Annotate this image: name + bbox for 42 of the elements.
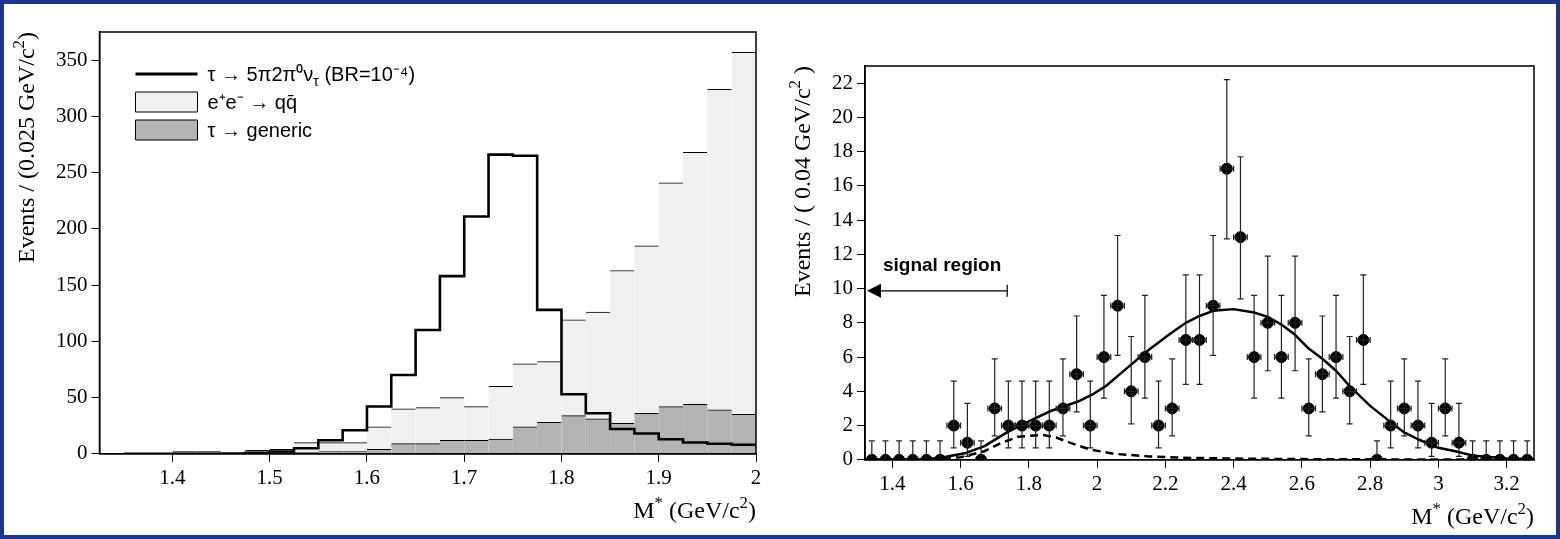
x-tick-label: 1.4	[879, 470, 906, 495]
y-tick-label: 250	[56, 159, 88, 184]
y-tick-label: 18	[832, 138, 853, 163]
y-tick-label: 150	[56, 271, 88, 296]
x-tick-label: 1.6	[353, 464, 381, 489]
x-tick-label: 3	[1433, 470, 1444, 495]
y-tick-label: 12	[832, 240, 853, 265]
x-tick-label: 2.8	[1357, 470, 1384, 495]
y-tick-label: 20	[832, 103, 853, 128]
x-tick-label: 1.8	[1015, 470, 1042, 495]
y-tick-label: 4	[842, 377, 854, 402]
annotation: signal region	[883, 253, 1002, 275]
y-tick-label: 16	[832, 172, 853, 197]
x-tick-label: 1.7	[451, 464, 478, 489]
x-tick-label: 2.2	[1152, 470, 1179, 495]
x-tick-label: 2.6	[1288, 470, 1316, 495]
y-tick-label: 10	[832, 275, 853, 300]
y-axis-title: Events / ( 0.04 GeV/c2 )	[784, 65, 815, 297]
legend-label: τ → generic	[207, 119, 313, 141]
y-tick-label: 8	[842, 309, 853, 334]
x-tick-label: 1.8	[548, 464, 575, 489]
y-tick-label: 300	[56, 102, 88, 127]
y-tick-label: 6	[842, 343, 853, 368]
y-tick-label: 2	[842, 412, 853, 437]
x-tick-label: 3.2	[1493, 470, 1520, 495]
y-tick-label: 200	[56, 215, 88, 240]
x-tick-label: 1.5	[256, 464, 283, 489]
x-tick-label: 2	[1091, 470, 1103, 495]
y-tick-label: 100	[56, 327, 88, 352]
legend-label: e⁺e⁻ → qq̄	[207, 91, 298, 113]
y-axis-title: Events / (0.025 GeV/c2)	[8, 31, 39, 263]
x-tick-label: 1.6	[947, 470, 974, 495]
y-tick-label: 0	[77, 440, 88, 465]
x-tick-label: 2.4	[1220, 470, 1248, 495]
y-tick-label: 14	[832, 206, 854, 231]
y-tick-label: 50	[66, 384, 88, 409]
y-tick-label: 350	[56, 46, 88, 71]
x-tick-label: 1.4	[159, 464, 187, 489]
x-tick-label: 2	[750, 464, 762, 489]
y-tick-label: 0	[842, 446, 853, 471]
y-tick-label: 22	[832, 69, 853, 94]
x-tick-label: 1.9	[645, 464, 672, 489]
